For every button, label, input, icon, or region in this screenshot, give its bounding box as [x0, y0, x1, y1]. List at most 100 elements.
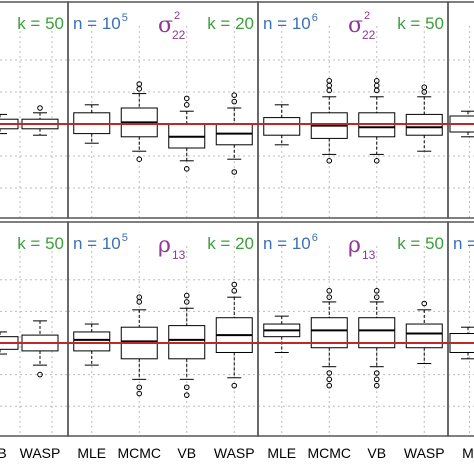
panel-left-bottom: k = 50 B WASP	[0, 221, 69, 461]
n-exponent: 6	[312, 232, 318, 244]
outlier-point	[421, 300, 428, 307]
n-exponent: 6	[312, 12, 318, 24]
k-label: k = 50	[397, 14, 444, 33]
x-tick-label: B	[0, 445, 7, 461]
outlier-point	[183, 102, 190, 108]
k-label: k = 20	[207, 234, 254, 253]
outlier-point	[183, 166, 190, 172]
outlier-point	[183, 292, 190, 299]
box-mcmc	[120, 81, 158, 162]
param-symbol: ρ	[158, 233, 171, 258]
outlier-point	[373, 294, 380, 300]
box-wasp	[405, 300, 443, 365]
n-label: n = 10	[263, 14, 311, 33]
panel-border	[447, 221, 474, 437]
outlier-point	[183, 384, 190, 391]
n-label: n = 10	[73, 234, 121, 253]
k-label: k = 50	[17, 14, 64, 33]
outlier-point	[373, 376, 380, 383]
panel-n1e5-rho13: n = 10 5 ρ 13 k = 20 MLE MCMC VB WASP	[67, 221, 259, 461]
box-mle	[73, 323, 111, 366]
panel-right-bottom: n = M	[447, 221, 474, 461]
panel-border	[0, 221, 69, 437]
k-label: k = 50	[397, 234, 444, 253]
outlier-point	[136, 384, 143, 391]
panel-left-top: k = 50	[0, 1, 69, 219]
box-mcmc	[120, 294, 158, 397]
param-subscript: 13	[362, 248, 376, 262]
outlier-point	[421, 84, 428, 90]
param-superscript: 2	[174, 10, 180, 22]
outlier-point	[231, 288, 238, 294]
n-label: n = 10	[73, 14, 121, 33]
x-tick-label: VB	[367, 445, 386, 461]
box-wasp	[21, 320, 59, 378]
outlier-point	[326, 294, 333, 300]
outlier-point	[183, 95, 190, 102]
box-body	[73, 331, 111, 352]
panel-border	[0, 1, 69, 219]
n-exponent: 5	[122, 12, 128, 24]
box-wasp	[405, 84, 443, 152]
panel-border	[447, 1, 474, 219]
n-exponent: 5	[122, 232, 128, 244]
k-label: k = 20	[207, 14, 254, 33]
outlier-point	[136, 156, 143, 162]
n-label: n = 10	[263, 234, 311, 253]
outlier-point	[326, 158, 333, 164]
k-label: k = 50	[17, 234, 64, 253]
outlier-point	[136, 294, 143, 300]
x-tick-label: MLE	[77, 445, 106, 461]
x-tick-label: VB	[177, 445, 196, 461]
box-mcmc	[310, 78, 348, 164]
x-tick-label: WASP	[20, 445, 61, 461]
outlier-point	[326, 370, 333, 376]
box-wasp	[21, 105, 59, 136]
param-symbol: σ	[348, 13, 363, 38]
outlier-point	[231, 281, 238, 288]
outlier-point	[37, 371, 43, 378]
outlier-point	[231, 98, 238, 105]
outlier-point	[136, 390, 143, 397]
box-body	[263, 117, 301, 136]
param-superscript: 2	[364, 10, 370, 22]
outlier-point	[373, 288, 380, 294]
outlier-point	[373, 382, 380, 389]
box-vb	[168, 95, 206, 172]
x-tick-label: WASP	[404, 445, 445, 461]
param-symbol: σ	[158, 13, 173, 38]
param-symbol: ρ	[348, 233, 361, 258]
outlier-point	[231, 92, 238, 98]
outlier-point	[37, 105, 43, 111]
n-label: n =	[453, 234, 474, 253]
outlier-point	[183, 392, 190, 398]
box-body	[405, 323, 443, 349]
outlier-point	[373, 370, 380, 376]
outlier-point	[231, 382, 238, 389]
outlier-point	[373, 78, 380, 84]
box-mle	[263, 315, 301, 353]
box-mcmc	[310, 288, 348, 389]
x-tick-label: MCMC	[117, 445, 161, 461]
x-tick-label: MLE	[267, 445, 296, 461]
panel-right-top	[447, 1, 474, 219]
box-vb	[358, 288, 396, 389]
x-tick-label: MCMC	[307, 445, 351, 461]
panel-n1e6-rho13: n = 10 6 ρ 13 k = 50 MLE MCMC VB WASP	[257, 221, 449, 461]
x-tick-label: WASP	[214, 445, 255, 461]
box-wasp	[215, 281, 253, 389]
outlier-point	[326, 78, 333, 84]
outlier-point	[231, 169, 238, 175]
outlier-point	[326, 382, 333, 389]
outlier-point	[136, 81, 143, 87]
outlier-point	[326, 376, 333, 383]
param-subscript: 22	[362, 28, 376, 42]
x-tick-label: M	[462, 445, 474, 461]
outlier-point	[183, 299, 190, 305]
outlier-point	[373, 158, 380, 164]
outlier-point	[326, 288, 333, 294]
